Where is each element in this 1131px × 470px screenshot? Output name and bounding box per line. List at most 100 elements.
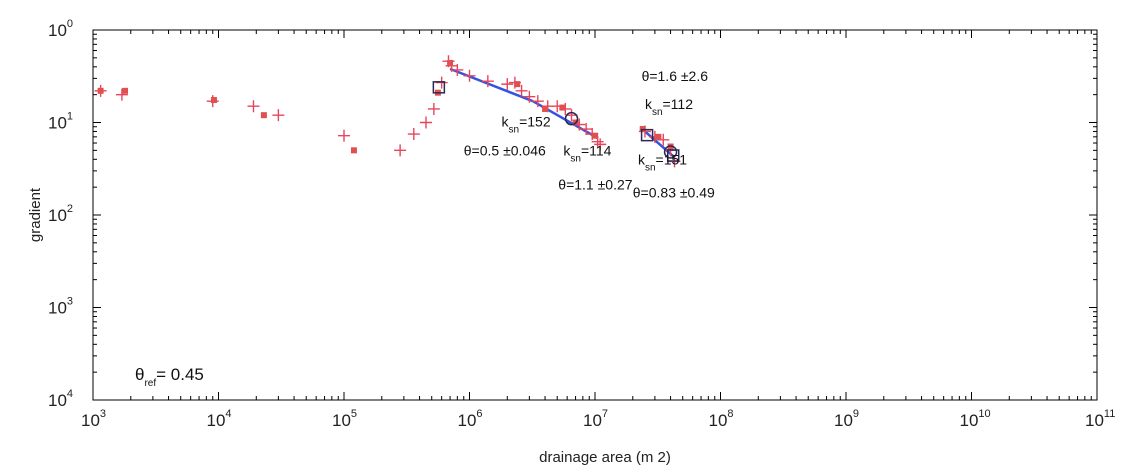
fit-annotation: θ=1.1 ±0.27 <box>558 177 632 193</box>
x-tick-label: 104 <box>207 408 232 430</box>
tick-base: 10 <box>458 411 477 430</box>
tick-base: 10 <box>207 411 226 430</box>
square-marker <box>655 133 662 140</box>
cross-marker <box>407 128 420 141</box>
square-markers <box>97 59 674 154</box>
square-marker <box>447 59 454 66</box>
tick-base: 10 <box>834 411 853 430</box>
square-marker <box>260 112 267 119</box>
anno-value: =112 <box>663 96 694 112</box>
x-tick-label: 106 <box>458 408 483 430</box>
fit-annotation: ksn=114 <box>563 142 611 164</box>
cross-marker <box>272 109 285 122</box>
tick-exponent: 6 <box>476 408 482 420</box>
square-marker <box>542 105 549 112</box>
tick-base: 10 <box>48 299 67 318</box>
tick-base: 10 <box>583 411 602 430</box>
cross-marker <box>451 63 464 76</box>
plot-frame <box>92 29 1098 401</box>
y-tick-label: 104 <box>48 388 73 410</box>
square-marker <box>210 97 217 104</box>
x-tick-labels: 103 104 105 106 107 108 109 1010 1011 <box>81 408 1115 430</box>
x-tick-label: 109 <box>834 408 859 430</box>
anno-main: θ=1.1 ±0.27 <box>558 177 632 193</box>
tick-exponent: 5 <box>351 408 357 420</box>
cross-marker <box>501 78 514 91</box>
square-marker <box>122 87 129 94</box>
tick-exponent: 7 <box>602 408 608 420</box>
fit-line <box>449 67 534 103</box>
tick-base: 10 <box>48 206 67 225</box>
tick-base: 10 <box>81 411 100 430</box>
cross-marker <box>481 75 494 88</box>
y-tick-label: 100 <box>48 18 73 40</box>
x-tick-label: 105 <box>332 408 357 430</box>
fit-annotation: θ=1.6 ±2.6 <box>642 68 709 84</box>
tick-base: 10 <box>1085 411 1104 430</box>
cross-marker <box>580 123 593 136</box>
anno-main: θ=0.5 ±0.046 <box>464 142 546 158</box>
tick-exponent: 2 <box>67 203 73 215</box>
tick-exponent: 9 <box>853 408 859 420</box>
open-square-marker <box>432 81 446 94</box>
anno-main: k <box>502 114 510 130</box>
anno-value: = 0.45 <box>156 365 204 384</box>
fit-annotation: θ=0.83 ±0.49 <box>633 184 715 200</box>
cross-marker <box>594 138 607 151</box>
anno-main: k <box>638 152 646 168</box>
open-markers <box>432 81 680 162</box>
square-marker <box>592 132 598 139</box>
anno-subscript: sn <box>509 125 520 136</box>
fit-annotation: θ=0.5 ±0.046 <box>464 142 546 158</box>
anno-subscript: sn <box>645 163 656 174</box>
square-marker <box>350 147 357 154</box>
square-marker <box>514 81 521 88</box>
x-tick-label: 1011 <box>1085 408 1115 430</box>
cross-marker <box>523 90 536 103</box>
tick-exponent: 3 <box>100 408 106 420</box>
anno-subscript: sn <box>652 107 663 118</box>
x-tick-label: 107 <box>583 408 608 430</box>
axis-ticks <box>92 29 1098 401</box>
tick-exponent: 11 <box>1104 408 1115 420</box>
tick-exponent: 10 <box>978 408 990 420</box>
tick-base: 10 <box>48 21 67 40</box>
cross-marker <box>419 116 432 129</box>
tick-base: 10 <box>709 411 728 430</box>
anno-value: =152 <box>519 114 551 130</box>
y-tick-label: 102 <box>48 203 73 225</box>
tick-exponent: 3 <box>67 296 73 308</box>
tick-base: 10 <box>48 391 67 410</box>
theta-ref-label: θref= 0.45 <box>135 365 204 389</box>
anno-subscript: ref <box>144 378 156 389</box>
y-tick-label: 103 <box>48 296 73 318</box>
cross-marker <box>531 95 544 108</box>
tick-exponent: 4 <box>67 388 73 400</box>
tick-base: 10 <box>332 411 351 430</box>
cross-marker <box>435 76 448 89</box>
cross-marker <box>247 100 260 113</box>
tick-base: 10 <box>960 411 979 430</box>
x-tick-label: 108 <box>709 408 734 430</box>
open-circle-marker <box>564 111 579 126</box>
anno-subscript: sn <box>570 153 581 164</box>
fit-annotation: ksn=112 <box>645 96 693 118</box>
cross-marker <box>515 84 528 97</box>
anno-main: k <box>563 142 571 158</box>
fit-annotation: ksn=152 <box>502 114 551 136</box>
anno-main: θ <box>135 365 144 384</box>
fit-line <box>644 130 676 159</box>
anno-value: =151 <box>656 152 688 168</box>
cross-marker <box>338 129 350 142</box>
tick-exponent: 8 <box>727 408 733 420</box>
anno-main: θ=0.83 ±0.49 <box>633 184 715 200</box>
fit-annotation: ksn=151 <box>638 152 687 174</box>
open-square-marker <box>666 149 680 162</box>
x-axis-label: drainage area (m 2) <box>539 449 671 466</box>
anno-main: θ=1.6 ±2.6 <box>642 68 709 84</box>
tick-exponent: 0 <box>67 18 73 30</box>
tick-exponent: 4 <box>225 408 231 420</box>
